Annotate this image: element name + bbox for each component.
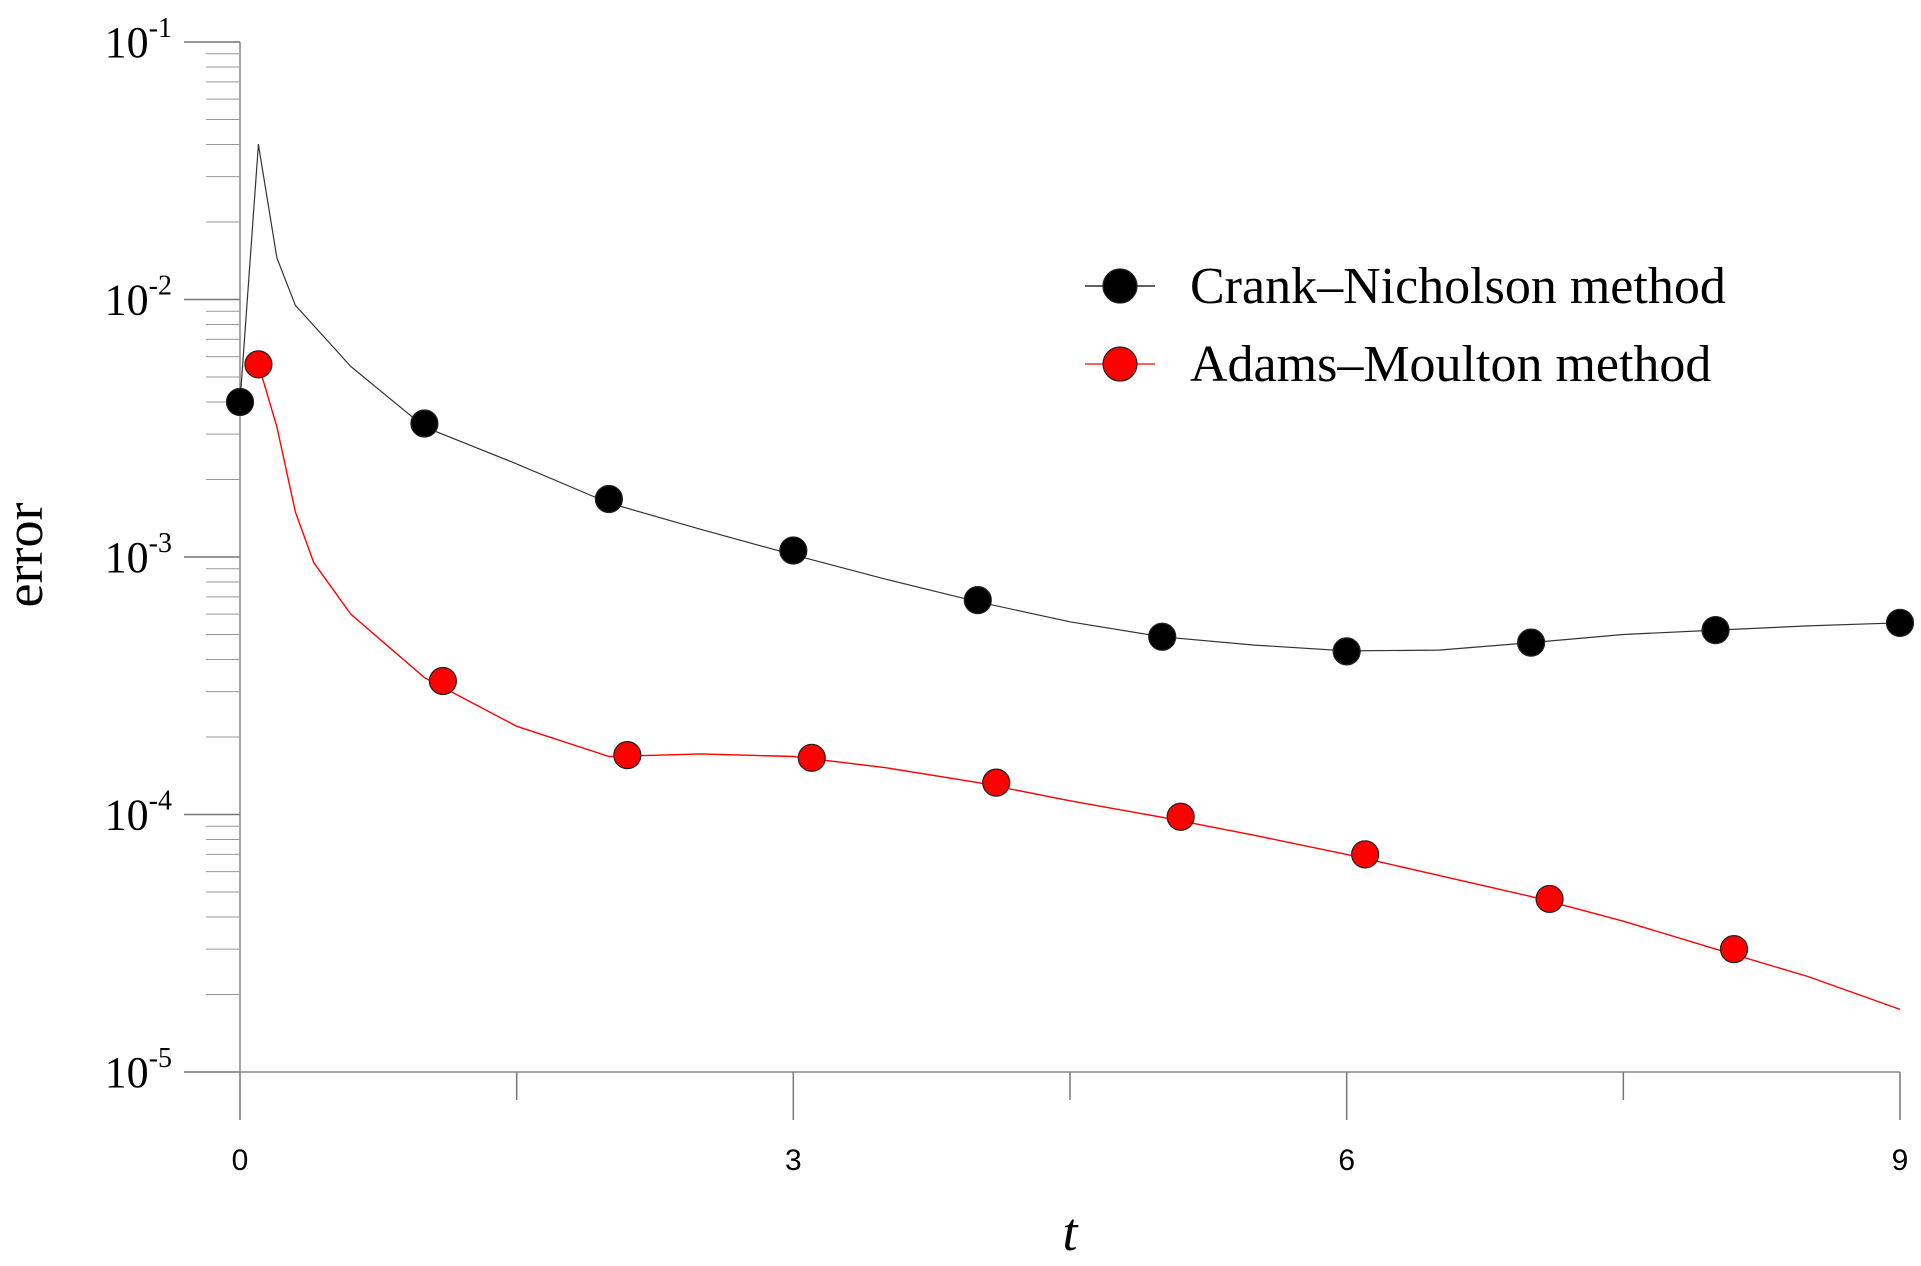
data-point-series-1 xyxy=(1332,637,1361,666)
data-point-series-1 xyxy=(594,484,623,514)
data-point-series-2 xyxy=(797,743,826,772)
data-point-series-1 xyxy=(225,387,255,417)
y-axis: 10-5 10-4 10-3 10-2 10-1 xyxy=(105,13,241,1097)
series-line-2 xyxy=(257,364,1901,1011)
legend-marker-1 xyxy=(1102,268,1138,304)
data-point-series-1 xyxy=(779,536,808,565)
x-tick-label: 0 xyxy=(232,1144,249,1177)
data-point-series-2 xyxy=(1719,935,1749,964)
series-line-1 xyxy=(239,143,1901,652)
y-tick-label: 10-3 xyxy=(105,528,172,582)
data-point-series-1 xyxy=(963,586,992,615)
data-point-series-2 xyxy=(1535,884,1564,914)
data-point-series-2 xyxy=(428,666,457,696)
x-axis: 0 3 6 9 xyxy=(232,1071,1909,1177)
data-point-series-1 xyxy=(1148,622,1177,651)
y-tick-label: 10-1 xyxy=(105,13,172,67)
y-tick-label: 10-2 xyxy=(105,271,172,325)
data-point-series-1 xyxy=(1701,616,1730,645)
legend-marker-2 xyxy=(1102,346,1138,382)
data-point-series-2 xyxy=(1351,840,1380,869)
data-point-series-2 xyxy=(244,350,273,379)
series-markers xyxy=(225,350,1915,964)
data-point-series-1 xyxy=(1885,608,1915,637)
data-point-series-1 xyxy=(1517,628,1546,657)
series-lines xyxy=(239,143,1901,1011)
x-tick-label: 6 xyxy=(1338,1144,1355,1177)
x-tick-label: 9 xyxy=(1892,1144,1909,1177)
data-point-series-2 xyxy=(1166,802,1195,831)
y-tick-label: 10-5 xyxy=(105,1043,172,1097)
data-point-series-2 xyxy=(982,768,1011,797)
x-axis-title: t xyxy=(1062,1202,1079,1262)
legend: Crank–Nicholson method Adams–Moulton meth… xyxy=(1085,258,1726,393)
legend-label-1: Crank–Nicholson method xyxy=(1190,258,1726,315)
y-tick-label: 10-4 xyxy=(105,786,172,840)
x-tick-label: 3 xyxy=(785,1144,802,1177)
data-point-series-1 xyxy=(410,409,439,438)
y-axis-title: error xyxy=(0,503,54,608)
legend-label-2: Adams–Moulton method xyxy=(1190,336,1711,393)
data-point-series-2 xyxy=(613,741,642,770)
